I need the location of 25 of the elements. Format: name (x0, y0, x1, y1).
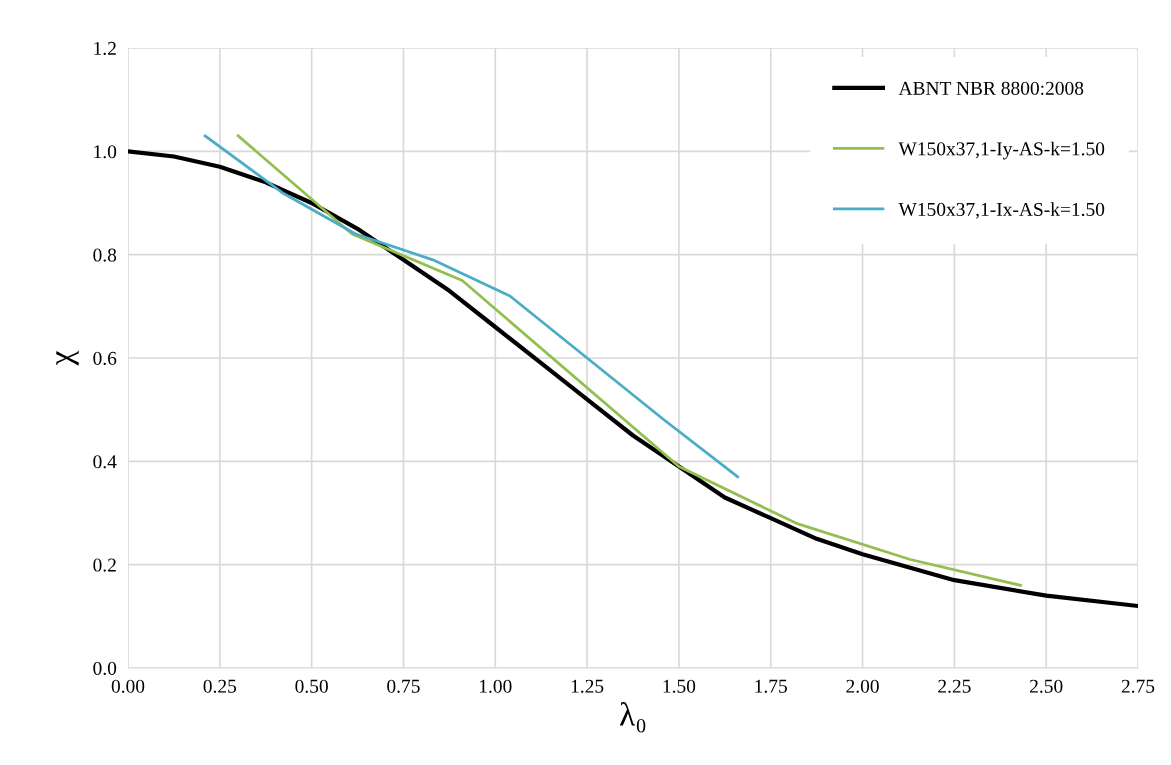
x-tick-label: 2.75 (1121, 679, 1155, 693)
y-tick-label: 0.2 (93, 558, 116, 572)
x-tick-label: 1.50 (663, 679, 696, 693)
legend-label: ABNT NBR 8800:2008 (898, 81, 1084, 95)
x-tick-label: 0.00 (111, 679, 145, 693)
y-tick-label: 0.6 (93, 351, 117, 366)
y-tick-label: 0.8 (93, 248, 117, 262)
x-tick-label: 2.00 (846, 679, 879, 693)
line-series (203, 134, 740, 479)
x-tick-label: 0.50 (295, 679, 328, 693)
x-tick-label: 2.50 (1030, 679, 1063, 693)
legend-label: W150x37,1-Ix-AS-k=1.50 (898, 202, 1105, 219)
x-tick-label: 1.75 (755, 679, 787, 693)
y-tick-label: 1.2 (94, 41, 116, 56)
y-axis-title: χ (56, 350, 79, 366)
y-tick-label: 0.4 (93, 455, 117, 469)
legend-label: W150x37,1-Iy-AS-k=1.50 (898, 141, 1105, 160)
x-tick-label: 1.00 (479, 679, 512, 693)
x-tick-label: 0.75 (387, 679, 420, 693)
x-tick-label: 1.25 (571, 679, 604, 693)
x-tick-label: 0.25 (203, 679, 237, 693)
x-tick-label: 2.25 (938, 679, 971, 693)
x-axis-title: λ₀ (619, 702, 646, 733)
y-tick-label: 0.0 (93, 661, 117, 676)
y-tick-label: 1.0 (94, 145, 117, 159)
